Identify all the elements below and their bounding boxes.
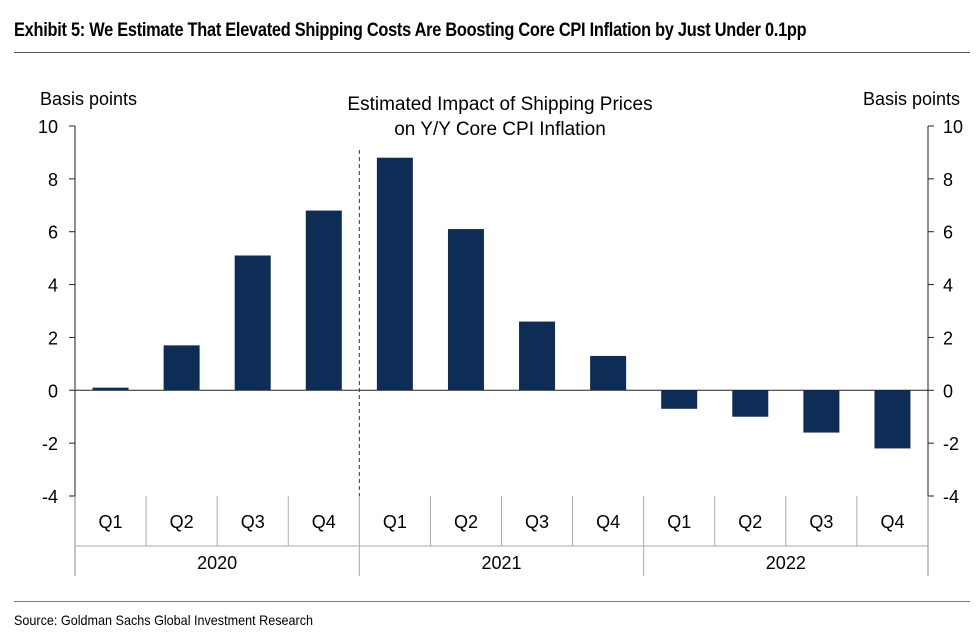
y-tick-label-left: 2 xyxy=(48,328,58,348)
y-axis-label-right: Basis points xyxy=(863,89,960,109)
bar-2020-q4 xyxy=(305,210,342,391)
bar-2021-q4 xyxy=(590,355,627,391)
bar-2020-q2 xyxy=(163,345,200,391)
bar-2021-q3 xyxy=(519,321,556,391)
x-year-label-2021: 2021 xyxy=(481,553,521,573)
y-tick-label-left: 0 xyxy=(48,381,58,401)
x-tick-label-q2: Q2 xyxy=(170,512,194,532)
y-tick-label-right: 4 xyxy=(943,276,953,296)
y-axis-label-left: Basis points xyxy=(40,89,137,109)
x-tick-label-q3: Q3 xyxy=(525,512,549,532)
title-divider xyxy=(14,52,970,53)
x-tick-label-q2: Q2 xyxy=(738,512,762,532)
x-tick-label-q4: Q4 xyxy=(880,512,904,532)
y-tick-label-right: 0 xyxy=(943,381,953,401)
chart: -4 -4 -2 -2 0 0 2 2 4 4 6 6 8 8 10 10 Q1 Q2 Q3 Q4 Q1 Q2 Q3 Q4 Q1… xyxy=(38,89,963,576)
chart-title-line-1: Estimated Impact of Shipping Prices xyxy=(347,94,652,115)
x-tick-label-q4: Q4 xyxy=(596,512,620,532)
bar-2022-q2 xyxy=(732,390,769,417)
bars-layer xyxy=(92,157,911,449)
bar-2021-q2 xyxy=(447,229,484,391)
x-year-label-2020: 2020 xyxy=(197,553,237,573)
y-tick-label-right: 6 xyxy=(943,223,953,243)
chart-title-line-2: on Y/Y Core CPI Inflation xyxy=(394,119,606,140)
x-year-label-2022: 2022 xyxy=(766,553,806,573)
y-tick-label-right: 8 xyxy=(943,170,953,190)
bar-2021-q1 xyxy=(376,157,413,391)
y-tick-label-left: 8 xyxy=(48,170,58,190)
x-tick-label-q2: Q2 xyxy=(454,512,478,532)
y-tick-label-right: 10 xyxy=(943,117,963,137)
x-tick-label-q1: Q1 xyxy=(99,512,123,532)
x-tick-label-q4: Q4 xyxy=(312,512,336,532)
y-tick-label-left: -2 xyxy=(42,434,58,454)
exhibit-title: Exhibit 5: We Estimate That Elevated Shi… xyxy=(14,20,807,41)
axes-layer: -4 -4 -2 -2 0 0 2 2 4 4 6 6 8 8 10 10 Q1 Q2 Q3 Q4 Q1 Q2 Q3 Q4 Q1… xyxy=(38,117,963,576)
bar-2022-q1 xyxy=(661,390,698,409)
y-tick-label-right: -2 xyxy=(943,434,959,454)
bar-2020-q3 xyxy=(234,255,271,391)
y-tick-label-left: -4 xyxy=(42,487,58,507)
y-tick-label-left: 10 xyxy=(38,117,58,137)
bar-2022-q4 xyxy=(874,390,911,449)
x-tick-label-q3: Q3 xyxy=(241,512,265,532)
x-tick-label-q1: Q1 xyxy=(667,512,691,532)
x-tick-label-q3: Q3 xyxy=(809,512,833,532)
y-tick-label-right: -4 xyxy=(943,487,959,507)
y-tick-label-right: 2 xyxy=(943,328,953,348)
y-tick-label-left: 4 xyxy=(48,276,58,296)
x-tick-label-q1: Q1 xyxy=(383,512,407,532)
bar-2020-q1 xyxy=(92,387,129,391)
y-tick-label-left: 6 xyxy=(48,223,58,243)
footer-divider xyxy=(14,601,970,602)
bar-2022-q3 xyxy=(803,390,840,433)
source-note: Source: Goldman Sachs Global Investment … xyxy=(14,612,314,628)
